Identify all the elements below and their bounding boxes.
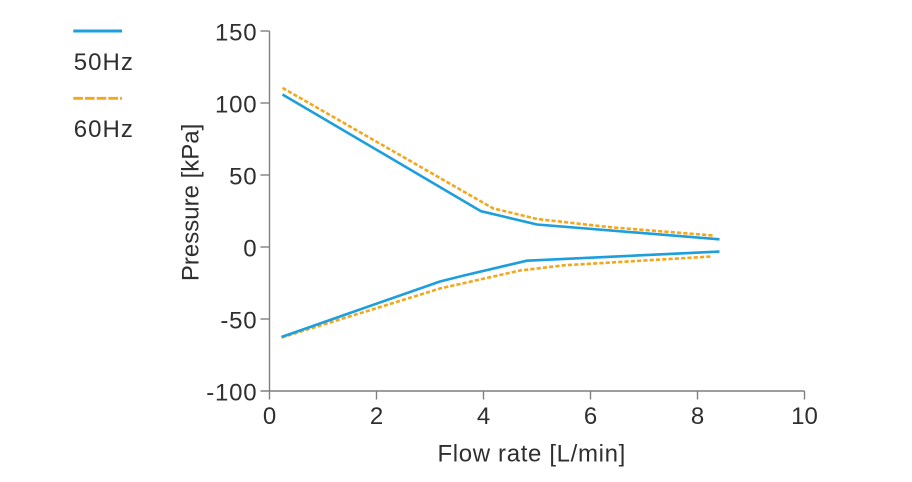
svg-text:150: 150 [215, 20, 257, 47]
svg-text:50Hz: 50Hz [74, 49, 134, 76]
svg-text:-50: -50 [220, 308, 257, 335]
svg-text:Flow rate [L/min]: Flow rate [L/min] [437, 441, 625, 468]
svg-text:Pressure [kPa]: Pressure [kPa] [178, 124, 205, 281]
svg-text:10: 10 [791, 403, 818, 430]
svg-text:0: 0 [263, 403, 276, 430]
svg-text:0: 0 [243, 236, 257, 263]
svg-text:6: 6 [584, 403, 597, 430]
svg-text:-100: -100 [206, 380, 257, 407]
svg-text:4: 4 [477, 403, 490, 430]
svg-text:2: 2 [370, 403, 383, 430]
svg-text:100: 100 [215, 92, 257, 119]
svg-text:50: 50 [229, 164, 257, 191]
svg-text:60Hz: 60Hz [74, 116, 134, 143]
svg-text:8: 8 [691, 403, 704, 430]
